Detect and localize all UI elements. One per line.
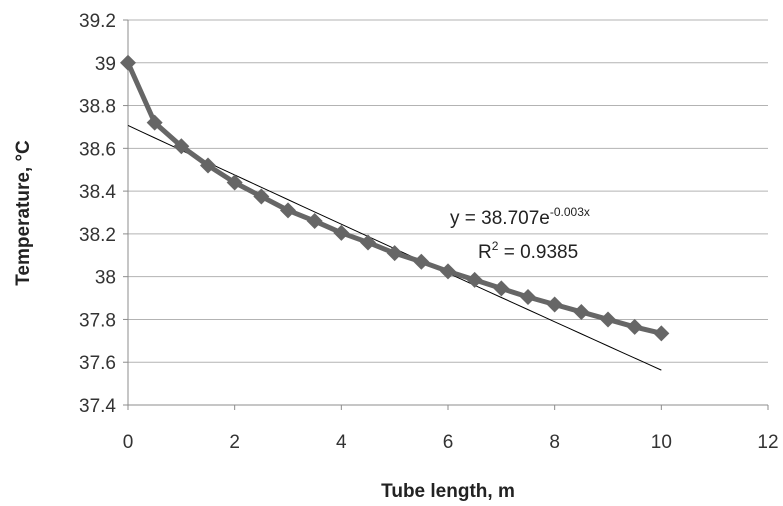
x-tick-label: 12 [757, 432, 778, 453]
trendline-equation: y = 38.707e-0.003x [450, 205, 590, 229]
data-point-marker [466, 271, 483, 288]
data-point-marker [600, 311, 616, 328]
equation-base: y = 38.707e [450, 208, 550, 229]
equation-exponent: -0.003x [550, 205, 590, 219]
tick-labels: 37.4 37.6 37.8 38 38.2 38.4 38.6 38.8 39 39.2 0 2 4 6… [79, 11, 779, 453]
y-tick-label: 38.6 [79, 139, 116, 160]
x-tick-label: 8 [549, 432, 560, 453]
axes [123, 19, 769, 410]
data-point-marker [653, 325, 670, 342]
x-tick-label: 0 [123, 432, 134, 453]
data-point-marker [546, 296, 563, 313]
y-tick-label: 38 [95, 268, 116, 289]
data-point-marker [573, 303, 590, 320]
y-tick-label: 39 [95, 54, 116, 75]
data-point-marker [306, 213, 323, 230]
y-tick-label: 38.8 [79, 97, 116, 118]
data-point-marker [360, 234, 376, 251]
data-point-marker [386, 245, 403, 262]
y-tick-label: 38.4 [79, 182, 116, 203]
y-tick-label: 37.6 [79, 353, 116, 374]
x-tick-label: 10 [651, 432, 672, 453]
data-point-marker [280, 202, 296, 219]
data-point-marker [626, 318, 643, 335]
data-point-marker [413, 253, 430, 270]
r2-superscript: 2 [492, 239, 499, 253]
y-axis-title: Temperature, °C [13, 140, 34, 286]
y-tick-label: 38.2 [79, 225, 116, 246]
series-line [125, 61, 662, 336]
data-point-marker [333, 224, 350, 241]
x-tick-label: 6 [443, 432, 454, 453]
x-tick-label: 4 [336, 432, 347, 453]
data-point-marker [146, 114, 163, 131]
series-group [120, 54, 670, 342]
y-tick-label: 37.4 [79, 396, 116, 417]
r2-value: = 0.9385 [498, 242, 578, 263]
y-tick-label: 39.2 [79, 11, 116, 32]
data-point-marker [173, 138, 190, 155]
y-tick-label: 37.8 [79, 310, 116, 331]
x-axis-title: Tube length, m [381, 481, 515, 502]
data-point-marker [226, 174, 243, 191]
r2-prefix: R [478, 242, 492, 263]
data-point-marker [493, 280, 510, 297]
x-tick-label: 2 [229, 432, 240, 453]
data-point-marker [200, 157, 216, 174]
r-squared-label: R2 = 0.9385 [478, 239, 578, 263]
data-point-marker [440, 263, 456, 280]
data-point-marker [120, 54, 136, 71]
data-point-marker [520, 288, 536, 305]
gridlines [128, 19, 768, 406]
data-point-marker [253, 188, 270, 205]
